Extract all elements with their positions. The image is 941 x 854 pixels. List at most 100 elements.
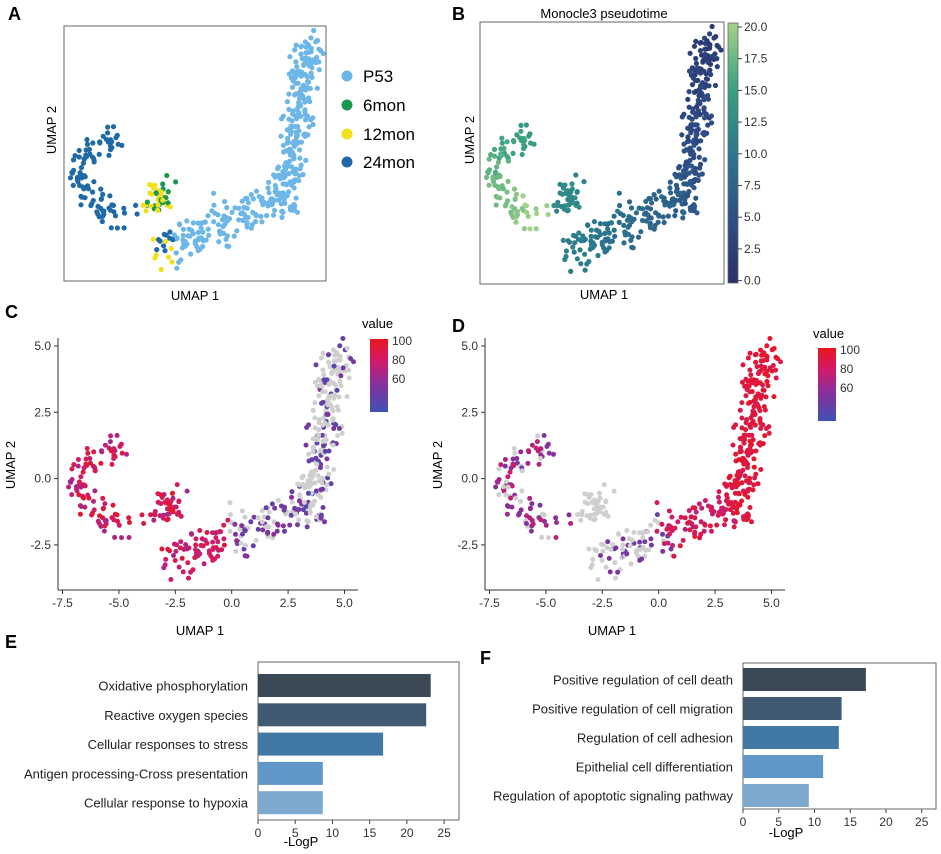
legend-marker-p53 bbox=[341, 70, 353, 82]
scatter-point bbox=[510, 150, 516, 156]
scatter-point bbox=[84, 141, 91, 147]
scatter-point bbox=[692, 515, 698, 521]
scatter-point bbox=[671, 553, 677, 559]
x-tick-label: 5 bbox=[292, 826, 299, 840]
scatter-point bbox=[202, 537, 208, 543]
scatter-point bbox=[637, 539, 643, 545]
scatter-point bbox=[652, 517, 658, 523]
scatter-point bbox=[127, 520, 132, 525]
scatter-point bbox=[263, 505, 269, 511]
scatter-point bbox=[716, 489, 722, 495]
scatter-point bbox=[222, 199, 228, 205]
panel-letter-b: B bbox=[452, 4, 465, 24]
scatter-point bbox=[301, 500, 307, 505]
scatter-point bbox=[165, 254, 172, 260]
scatter-point bbox=[176, 564, 182, 570]
scatter-point bbox=[306, 79, 312, 85]
scatter-point bbox=[77, 511, 83, 517]
panel-letter-c: C bbox=[5, 302, 18, 322]
scatter-point bbox=[576, 230, 582, 236]
scatter-point bbox=[716, 494, 721, 500]
scatter-point bbox=[539, 534, 545, 540]
scatter-point bbox=[240, 531, 245, 537]
scatter-point bbox=[699, 69, 705, 75]
scatter-point bbox=[520, 193, 526, 199]
scatter-point bbox=[739, 379, 745, 385]
scatter-point bbox=[82, 195, 88, 201]
scatter-point bbox=[499, 140, 505, 146]
scatter-point bbox=[518, 128, 524, 134]
scatter-point bbox=[689, 122, 695, 128]
scatter-point bbox=[505, 504, 511, 509]
scatter-point bbox=[280, 113, 286, 119]
scatter-point bbox=[749, 519, 754, 525]
scatter-points bbox=[493, 336, 783, 582]
scatter-point bbox=[180, 237, 186, 243]
scatter-point bbox=[98, 186, 104, 192]
scatter-point bbox=[176, 259, 182, 265]
scatter-point bbox=[568, 521, 574, 526]
scatter-point bbox=[268, 196, 274, 202]
scatter-point bbox=[265, 185, 271, 191]
scatter-point bbox=[197, 528, 203, 533]
scatter-point bbox=[686, 114, 692, 120]
y-tick-label: 0.0 bbox=[34, 472, 51, 486]
scatter-point bbox=[617, 202, 623, 209]
scatter-point bbox=[491, 153, 498, 159]
scatter-point bbox=[757, 416, 763, 422]
scatter-point bbox=[326, 359, 332, 365]
scatter-point bbox=[582, 251, 588, 257]
scatter-point bbox=[714, 64, 720, 70]
scatter-point bbox=[287, 179, 293, 185]
scatter-point bbox=[143, 208, 149, 214]
scatter-point bbox=[113, 135, 119, 141]
scatter-point bbox=[313, 455, 319, 461]
scatter-point bbox=[78, 484, 84, 490]
scatter-point bbox=[553, 515, 559, 521]
scatter-point bbox=[198, 220, 204, 226]
scatter-point bbox=[541, 433, 547, 438]
scatter-point bbox=[761, 350, 767, 356]
scatter-point bbox=[733, 451, 739, 457]
scatter-point bbox=[745, 494, 751, 500]
scatter-point bbox=[702, 498, 708, 503]
scatter-point bbox=[518, 122, 524, 128]
scatter-point bbox=[743, 393, 749, 399]
scatter-point bbox=[697, 161, 704, 167]
scatter-point bbox=[259, 519, 265, 525]
colorbar-tick-label: 10.0 bbox=[744, 147, 768, 161]
x-tick-label: 5.0 bbox=[763, 596, 780, 610]
scatter-point bbox=[337, 378, 343, 384]
scatter-point bbox=[666, 508, 672, 514]
panel-letter-f: F bbox=[480, 648, 491, 668]
scatter-point bbox=[511, 446, 517, 451]
scatter-point bbox=[747, 399, 753, 405]
scatter-point bbox=[187, 233, 193, 239]
scatter-point bbox=[723, 498, 729, 504]
scatter-point bbox=[653, 196, 659, 202]
scatter-point bbox=[308, 35, 314, 41]
scatter-point bbox=[574, 189, 580, 195]
scatter-point bbox=[739, 498, 745, 504]
scatter-point bbox=[265, 203, 271, 209]
scatter-point bbox=[649, 200, 655, 206]
scatter-point bbox=[765, 373, 771, 379]
scatter-point bbox=[715, 512, 721, 518]
scatter-point bbox=[747, 505, 753, 510]
scatter-point bbox=[739, 415, 745, 421]
scatter-point bbox=[746, 432, 752, 438]
axes: -7.5 -5.0 -2.5 0.0 2.5 5.0 5.0 2.5 0.0 -2.5 bbox=[30, 338, 358, 610]
scatter-point bbox=[533, 206, 539, 212]
scatter-point bbox=[291, 177, 297, 183]
scatter-point bbox=[95, 203, 101, 209]
scatter-point bbox=[224, 218, 230, 224]
x-tick-label: -7.5 bbox=[479, 596, 500, 610]
scatter-point bbox=[734, 506, 740, 512]
legend-marker-12mon bbox=[341, 128, 353, 140]
scatter-point bbox=[91, 449, 97, 455]
scatter-point bbox=[289, 494, 294, 500]
scatter-point bbox=[263, 524, 269, 530]
scatter-point bbox=[183, 542, 189, 548]
scatter-point bbox=[198, 225, 204, 231]
bar bbox=[258, 674, 431, 697]
